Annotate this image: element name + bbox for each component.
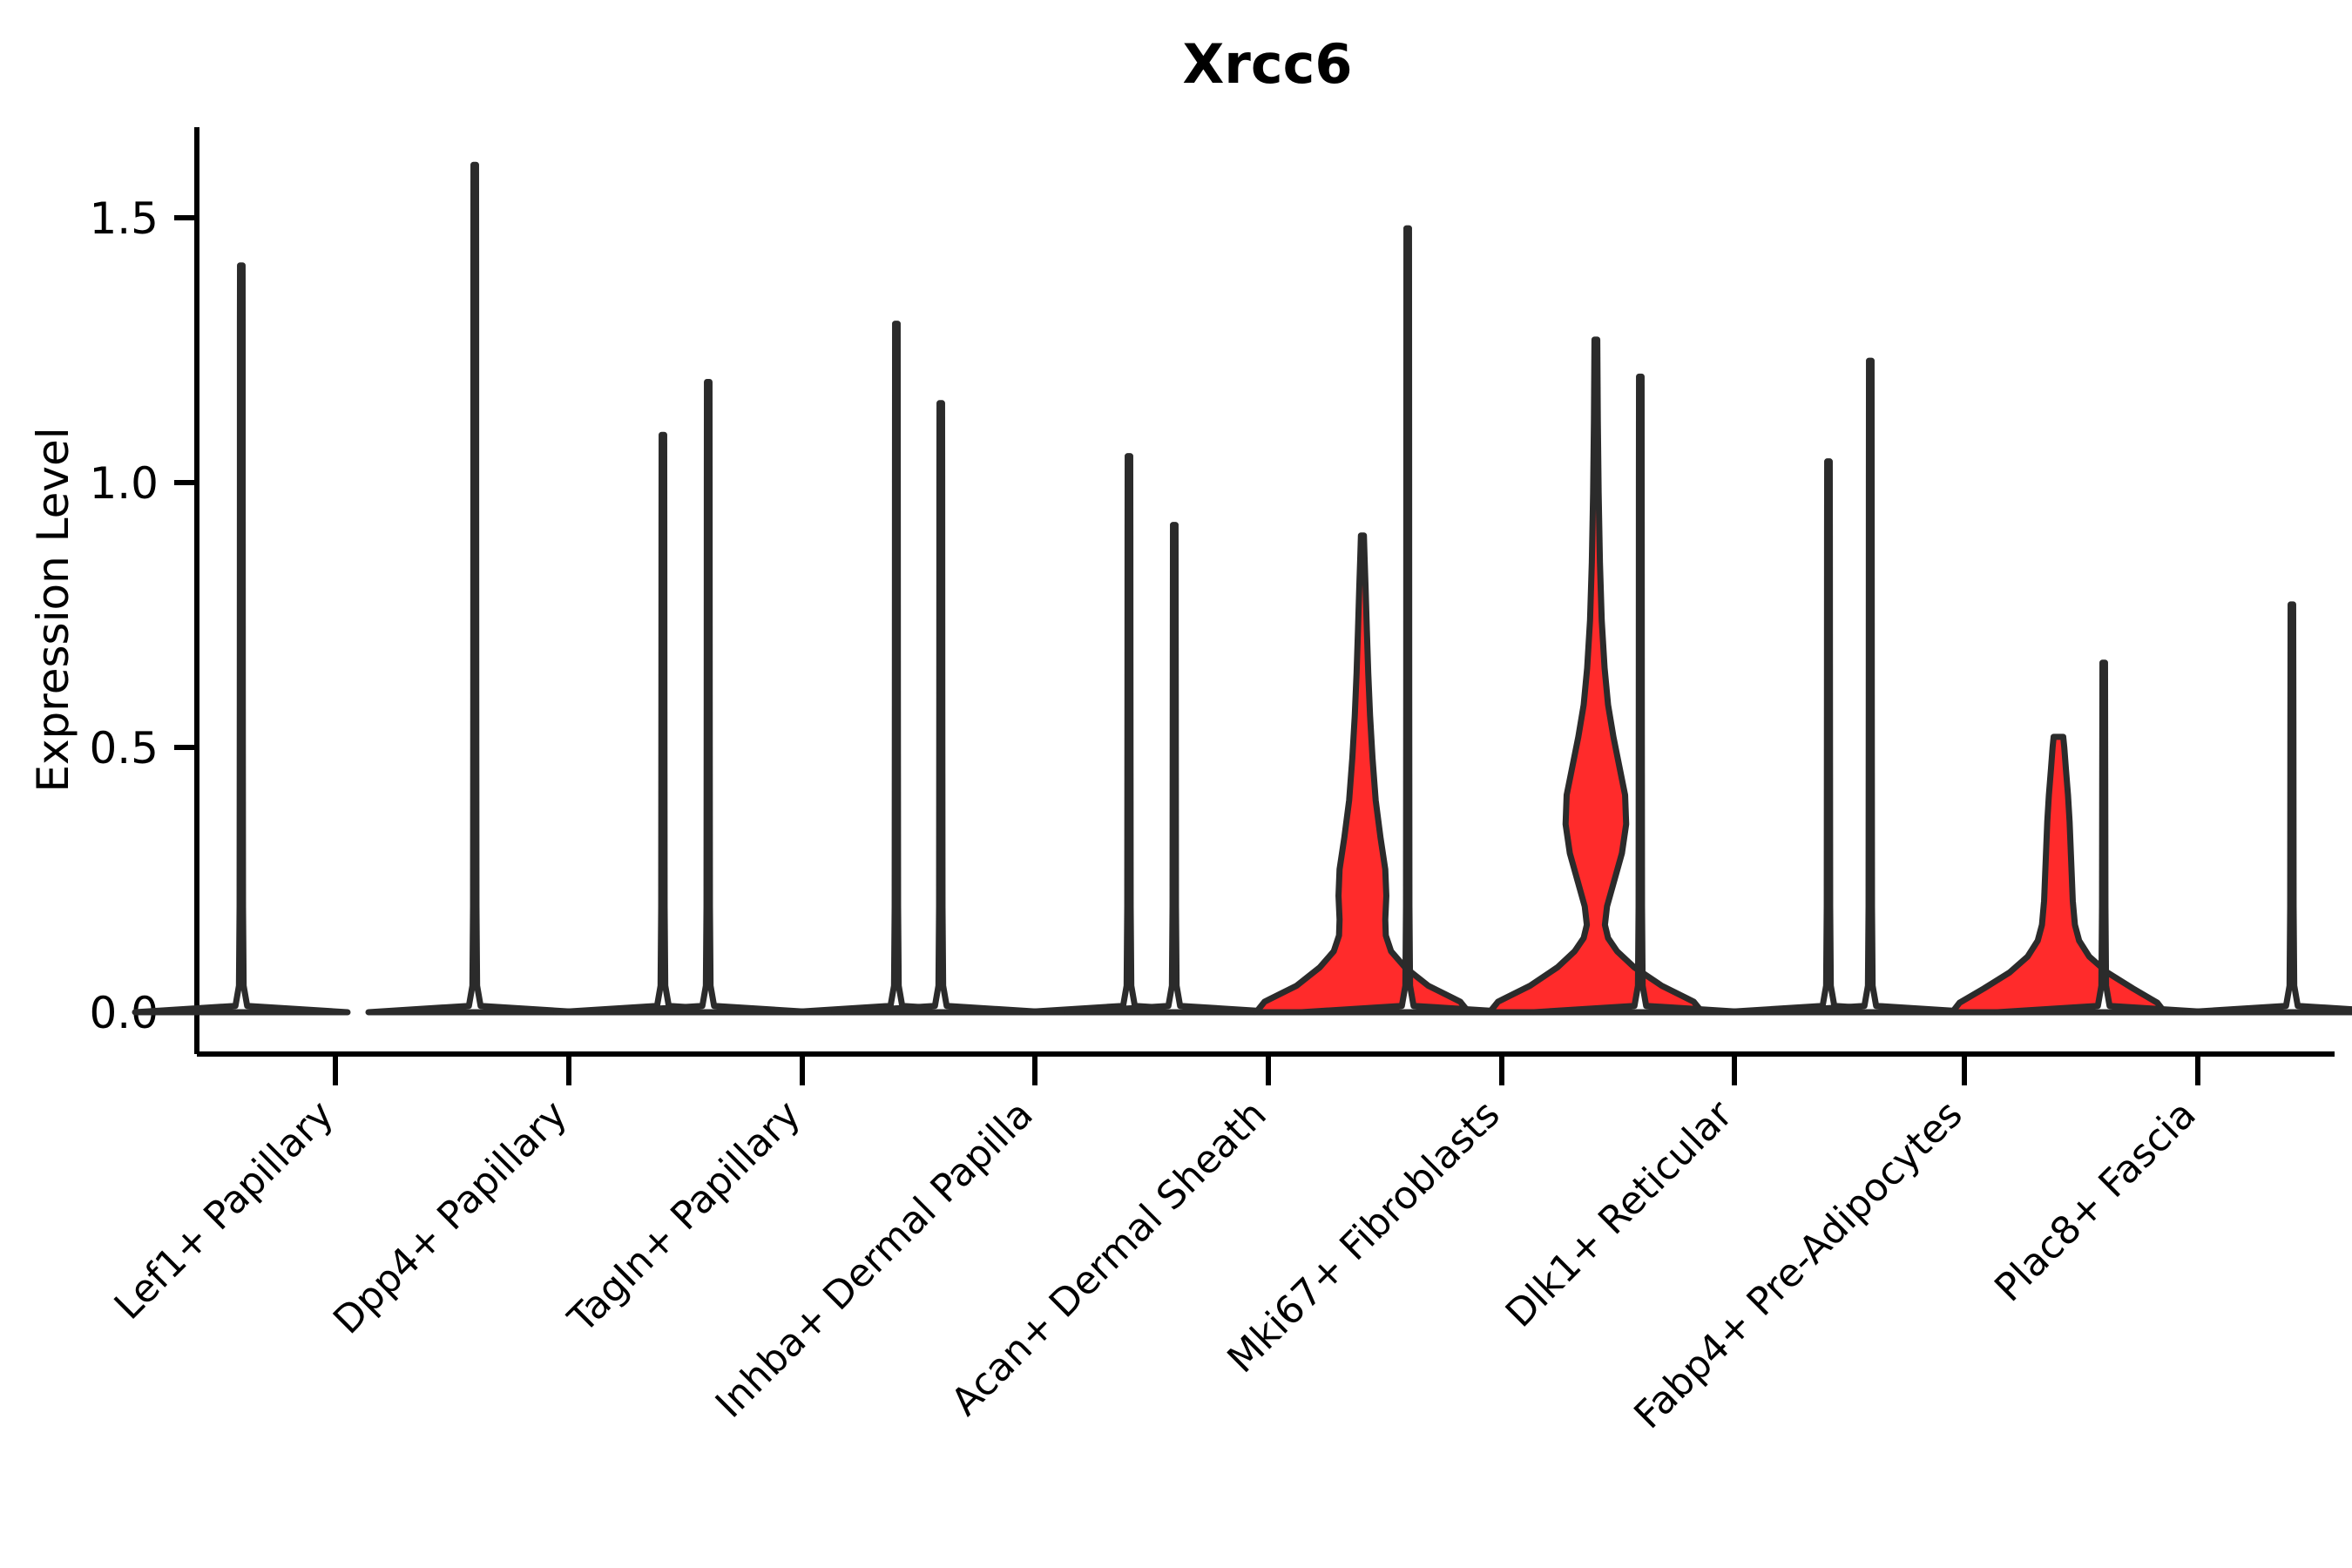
violin-shape — [787, 321, 1006, 1016]
x-axis-ticks — [333, 1054, 2200, 1085]
violin-shape — [132, 262, 351, 1016]
violin-shape — [1719, 458, 1938, 1016]
page-title: Xrcc6 — [1182, 32, 1352, 96]
x-tick-label: Dlk1+ Reticular — [1497, 1092, 1742, 1336]
violin-shape — [365, 161, 585, 1016]
violin-series — [132, 161, 2352, 1016]
x-tick-label: Dpp4+ Papillary — [325, 1092, 576, 1343]
y-axis-label: Expression Level — [28, 427, 78, 792]
y-tick-label: 1.0 — [89, 458, 159, 509]
x-tick-label: Lef1+ Papillary — [106, 1092, 342, 1328]
violin-shape — [1298, 225, 1517, 1016]
violin-shape — [831, 400, 1051, 1016]
violin-shape — [1019, 453, 1239, 1016]
violin-shape — [1761, 357, 1980, 1016]
y-axis-ticks: 0.00.51.01.5 — [89, 193, 197, 1038]
violin-shape — [553, 431, 773, 1016]
x-tick-label: TagIn+ Papillary — [559, 1092, 809, 1342]
violin-shape — [598, 378, 818, 1016]
x-tick-label: Plac8+ Fascia — [1986, 1092, 2205, 1311]
y-tick-label: 0.5 — [89, 723, 159, 774]
violin-shape-filled — [1486, 336, 1706, 1016]
violin-shape — [1994, 659, 2213, 1016]
violin-shape-filled — [1253, 532, 1472, 1016]
violin-shape — [1064, 522, 1284, 1016]
violin-shape — [2182, 601, 2352, 1016]
violin-shape — [1531, 373, 1750, 1016]
y-tick-label: 1.5 — [89, 193, 159, 244]
violin-shape-filled — [1949, 733, 2168, 1016]
